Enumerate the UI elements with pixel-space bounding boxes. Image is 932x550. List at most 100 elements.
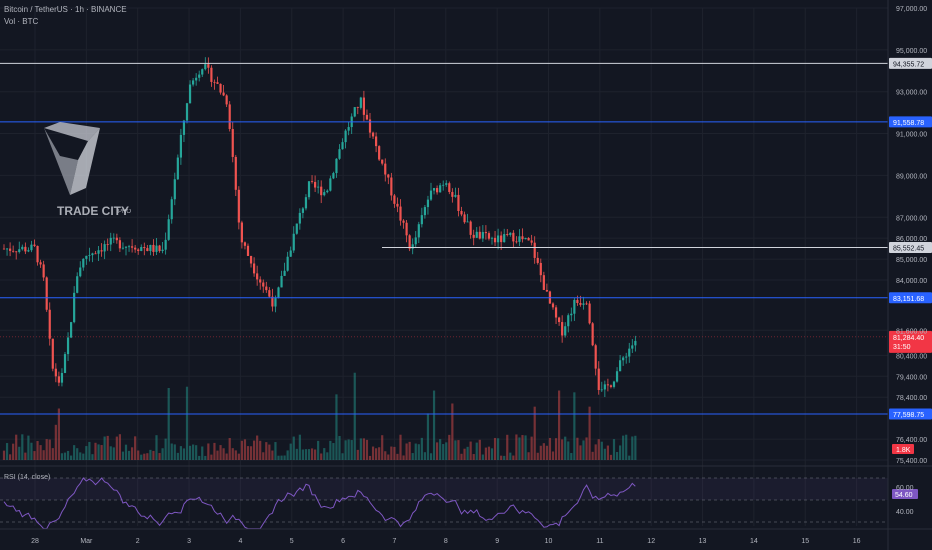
volume-bar: [576, 437, 579, 460]
price-tick-label: 81,600.00: [896, 328, 927, 335]
candle-body: [51, 338, 54, 369]
volume-bar: [554, 438, 558, 460]
volume-bar: [460, 453, 463, 460]
volume-bar: [368, 455, 372, 460]
volume-bar: [448, 434, 451, 460]
countdown-label: 31:50: [893, 344, 911, 351]
candle-body: [253, 263, 256, 274]
candle-body: [597, 368, 600, 391]
candle-body: [384, 163, 387, 175]
candle-body: [36, 245, 39, 263]
volume-bar: [234, 450, 237, 460]
volume-bar: [240, 440, 243, 460]
candle-body: [567, 315, 570, 327]
candle-body: [554, 307, 558, 318]
volume-bar: [219, 445, 222, 460]
volume-bar: [33, 451, 36, 460]
volume-bar: [51, 448, 54, 460]
volume-bar: [97, 444, 100, 460]
candle-body: [603, 384, 606, 390]
candle-body: [307, 181, 311, 198]
volume-bar: [237, 453, 240, 460]
time-tick-label: 9: [495, 538, 499, 545]
candle-body: [631, 345, 634, 349]
candle-body: [45, 277, 48, 310]
candle-body: [432, 188, 436, 191]
volume-bar: [378, 447, 381, 460]
volume-bar: [228, 438, 231, 460]
volume-bar: [317, 440, 320, 460]
volume-bar: [134, 436, 137, 460]
time-tick-label: 4: [238, 538, 242, 545]
rsi-tick-label: 60.00: [896, 485, 914, 492]
candle-body: [338, 149, 341, 159]
level-price-tag: [889, 292, 932, 304]
time-tick-label: 28: [31, 538, 39, 545]
candle-body: [600, 389, 603, 391]
volume-bar: [585, 437, 588, 460]
volume-bar: [207, 443, 210, 460]
volume-bar: [225, 453, 228, 460]
volume-bar: [295, 448, 298, 460]
volume-bar: [393, 446, 396, 460]
volume-bar: [152, 450, 155, 460]
candle-body: [228, 104, 231, 129]
candle-body: [408, 235, 411, 249]
volume-bar: [265, 442, 268, 460]
volume-bar: [170, 443, 173, 460]
candle-body: [527, 237, 530, 241]
candle-body: [274, 297, 277, 307]
volume-bar: [268, 444, 271, 460]
time-tick-label: 8: [444, 538, 448, 545]
volume-bar: [307, 449, 311, 460]
volume-bar: [5, 443, 9, 460]
candle-body: [387, 174, 390, 178]
volume-bar: [411, 453, 414, 460]
volume-bar: [15, 434, 18, 460]
candle-body: [487, 233, 491, 239]
candle-body: [582, 303, 585, 305]
candle-body: [143, 247, 146, 249]
candle-body: [429, 190, 433, 200]
volume-bar: [432, 390, 436, 460]
volume-bar: [320, 453, 323, 460]
candle-body: [585, 303, 588, 305]
volume-bar: [588, 406, 591, 460]
chart-grid: [0, 7, 888, 526]
candle-body: [399, 206, 402, 221]
candle-body: [73, 292, 76, 323]
candle-body: [256, 273, 259, 280]
candle-body: [506, 234, 509, 235]
candle-body: [594, 345, 597, 369]
candle-body: [609, 385, 613, 387]
candle-body: [60, 372, 64, 383]
volume-bar: [512, 455, 515, 460]
candle-body: [439, 185, 442, 193]
volume-bar: [121, 451, 125, 460]
candle-body: [12, 250, 15, 252]
candle-body: [15, 251, 18, 253]
candle-body: [317, 186, 320, 188]
candle-body: [606, 384, 609, 386]
candle-body: [243, 242, 247, 246]
volume-bar: [283, 455, 286, 460]
candle-body: [314, 181, 317, 188]
time-tick-label: 15: [801, 538, 809, 545]
candle-body: [201, 69, 204, 75]
candle-body: [423, 207, 426, 216]
volume-bar: [548, 437, 552, 460]
candle-body: [551, 303, 555, 308]
candle-body: [164, 239, 167, 250]
volume-bar: [301, 449, 304, 460]
candle-body: [179, 134, 182, 158]
candle-body: [21, 246, 24, 250]
price-tick-label: 97,000.00: [896, 6, 927, 13]
logo-cube-top: [44, 122, 100, 141]
volume-bar: [481, 454, 484, 460]
candle-body: [207, 64, 210, 68]
volume-bar: [466, 446, 469, 460]
level-price-label: 91,558.78: [893, 120, 924, 127]
candle-body: [472, 234, 475, 238]
candle-body: [362, 97, 365, 115]
